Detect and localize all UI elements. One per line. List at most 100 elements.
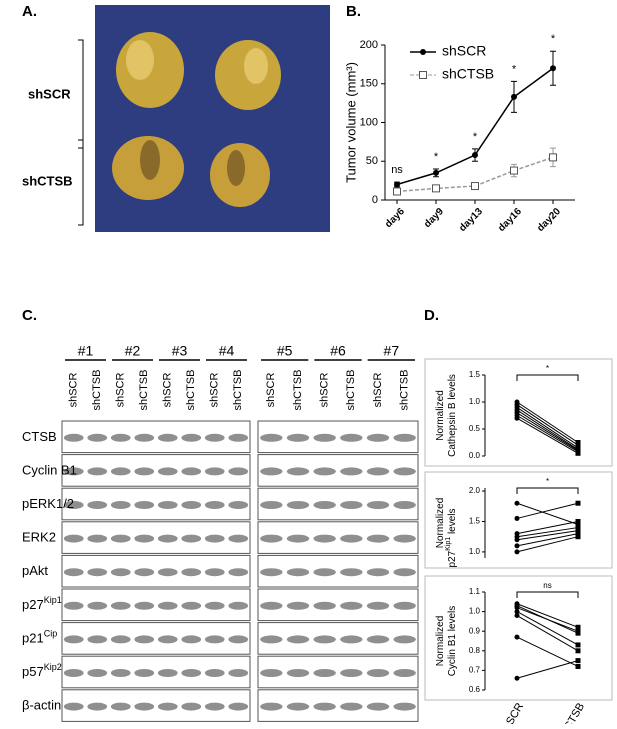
blot-band xyxy=(340,534,363,543)
blot-band xyxy=(87,534,108,543)
y-label-sup: Kip1 xyxy=(445,537,452,551)
blot-band xyxy=(228,601,249,610)
blot-band xyxy=(63,635,84,644)
blot-band xyxy=(134,702,155,711)
y-tick-label: 0.9 xyxy=(469,626,481,635)
marker xyxy=(575,531,581,537)
blot-band xyxy=(157,501,178,509)
blot-band xyxy=(393,433,416,442)
blot-band xyxy=(157,635,178,644)
marker xyxy=(510,166,518,175)
row-label-sup: Kip2 xyxy=(44,662,62,672)
blot-band xyxy=(366,433,390,442)
row-label-text: pAkt xyxy=(22,564,48,579)
row-label-text: p21 xyxy=(22,631,44,646)
blot-band xyxy=(340,635,363,644)
blot-band xyxy=(134,501,155,509)
row-label-sup: Cip xyxy=(44,629,58,639)
marker xyxy=(514,634,520,640)
pair-line xyxy=(516,401,579,443)
pair-line xyxy=(516,406,579,449)
blot-band xyxy=(313,433,336,442)
blot-band xyxy=(366,568,390,577)
marker xyxy=(514,543,520,549)
marker xyxy=(511,93,517,100)
bracket xyxy=(78,39,84,226)
lane-label: shCTSB xyxy=(292,370,304,411)
row-label: p21Cip xyxy=(22,629,57,646)
blot-band xyxy=(87,635,108,644)
group-label: #4 xyxy=(219,343,235,359)
panel-label: A. xyxy=(22,3,37,20)
y-label-line: Normalized xyxy=(435,390,446,441)
blot-band xyxy=(286,534,310,543)
blot-frame xyxy=(257,622,419,655)
blot-band xyxy=(157,568,178,577)
x-tick-label: day20 xyxy=(535,206,563,234)
blot-frame xyxy=(257,521,419,554)
blot-band xyxy=(157,669,178,677)
marker xyxy=(433,169,439,176)
x-tick-label: day6 xyxy=(383,206,407,230)
blot-band xyxy=(286,433,310,442)
group-label: shSCR xyxy=(28,86,71,101)
y-tick-label: 150 xyxy=(360,78,378,90)
marker xyxy=(514,415,520,421)
blot-band xyxy=(260,534,283,543)
blot-frame xyxy=(61,554,251,588)
blot-band xyxy=(63,467,84,476)
blot-frame xyxy=(61,487,251,521)
blot-band xyxy=(228,433,249,442)
x-tick-label: shSCR xyxy=(498,701,526,724)
blot-band xyxy=(313,669,336,677)
row-label: Cyclin B1 xyxy=(22,463,77,478)
group-label: #1 xyxy=(78,343,94,359)
marker xyxy=(575,663,581,669)
pair-line xyxy=(516,607,579,632)
blot-band xyxy=(181,635,202,644)
blot-band xyxy=(157,534,178,543)
blot-band xyxy=(340,669,363,677)
y-tick-label: 1.1 xyxy=(469,587,481,596)
blot-frame xyxy=(61,689,251,722)
blot-band xyxy=(313,601,336,610)
pair-line xyxy=(516,502,579,525)
lane-label: shCTSB xyxy=(345,370,357,411)
blot-band xyxy=(393,467,416,476)
marker xyxy=(575,522,581,528)
blot-band xyxy=(110,635,131,644)
marker xyxy=(575,525,581,531)
blot-band xyxy=(260,635,283,644)
blot-band xyxy=(63,501,84,509)
x-tick-label: shCTSB xyxy=(556,701,587,724)
significance-bracket xyxy=(516,487,579,494)
y-label-line: Normalized xyxy=(435,616,446,667)
blot-band xyxy=(340,501,363,509)
pair-line xyxy=(516,533,579,547)
blot-band xyxy=(366,501,390,509)
row-label: p57Kip2 xyxy=(22,662,62,679)
y-label-part: levels xyxy=(447,508,458,536)
blot-band xyxy=(313,635,336,644)
blot-band xyxy=(110,467,131,476)
blot-band xyxy=(181,467,202,476)
marker xyxy=(575,440,581,445)
blot-frame xyxy=(61,420,251,454)
pair-line xyxy=(516,615,579,652)
marker xyxy=(575,642,581,648)
x-tick-label: day13 xyxy=(457,206,485,234)
blot-band xyxy=(286,501,310,509)
blot-band xyxy=(157,433,178,442)
y-tick-label: 1.5 xyxy=(469,517,481,526)
blot-frame xyxy=(257,588,419,622)
blot-band xyxy=(110,568,131,577)
y-axis-label: NormalizedCyclin B1 levels xyxy=(435,606,458,677)
blot-band xyxy=(63,601,84,610)
marker xyxy=(575,518,581,524)
panel-label: D. xyxy=(424,307,439,324)
blot-band xyxy=(63,669,84,677)
blot-band xyxy=(134,433,155,442)
blot-frame xyxy=(257,454,419,487)
blot-band xyxy=(340,467,363,476)
y-label-line: Cathepsin B levels xyxy=(447,374,458,457)
